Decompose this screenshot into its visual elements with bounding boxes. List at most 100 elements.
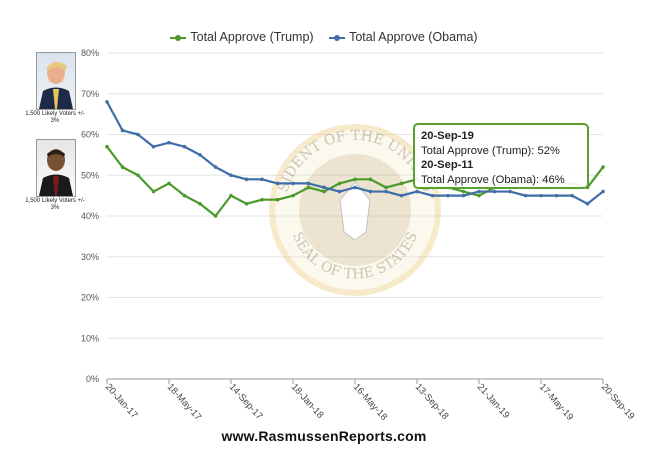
x-tick-label: 20-Jan-17	[103, 382, 140, 421]
legend-swatch-obama	[329, 34, 346, 41]
tooltip: 20-Sep-19 Total Approve (Trump): 52% 20-…	[413, 123, 589, 189]
data-point-trump	[291, 193, 295, 198]
x-axis: 20-Jan-17 18-May-17 14-Sep-17 18-Jan-18 16-M…	[103, 379, 637, 423]
x-tick-label: 21-Jan-19	[475, 382, 512, 421]
y-tick-label: 50%	[81, 170, 99, 180]
data-point-obama	[337, 189, 342, 194]
data-point-trump	[136, 173, 140, 178]
data-point-trump	[151, 189, 156, 194]
x-tick-label: 18-May-17	[165, 382, 204, 423]
legend-label-trump: Total Approve (Trump)	[190, 30, 314, 44]
data-point-obama	[213, 165, 218, 169]
obama-portrait-icon	[39, 149, 73, 196]
obama-photo	[36, 139, 76, 197]
data-point-trump	[105, 144, 109, 149]
x-tick-label: 14-Sep-17	[227, 382, 265, 422]
data-point-obama	[554, 193, 559, 198]
data-point-trump	[353, 177, 357, 182]
y-tick-label: 80%	[81, 48, 99, 58]
y-tick-label: 20%	[81, 293, 99, 303]
data-point-obama	[508, 189, 512, 194]
legend-item-obama[interactable]: Total Approve (Obama)	[329, 30, 478, 44]
data-point-obama	[399, 193, 404, 198]
data-point-trump	[477, 193, 481, 198]
data-point-obama	[368, 189, 373, 194]
data-point-obama	[585, 201, 590, 206]
y-axis: 0% 10% 20% 30% 40% 50% 60% 70% 80%	[81, 48, 99, 384]
footer-website[interactable]: www.RasmussenReports.com	[221, 428, 427, 444]
data-point-obama	[229, 173, 233, 178]
data-point-obama	[461, 193, 466, 198]
y-tick-label: 30%	[81, 252, 99, 262]
data-point-trump	[275, 197, 280, 202]
x-tick-label: 16-May-18	[351, 382, 390, 423]
data-point-obama	[477, 189, 481, 194]
x-tick-label: 20-Sep-19	[599, 382, 637, 422]
trump-portrait-icon	[39, 61, 73, 109]
data-point-trump	[601, 165, 605, 169]
x-tick-label: 17-May-19	[537, 382, 576, 423]
presidential-seal-watermark: SIDENT OF THE UNITED SEAL OF THE STATES	[269, 124, 441, 296]
data-point-obama	[353, 185, 357, 190]
y-tick-label: 0%	[86, 374, 99, 384]
data-point-trump	[368, 177, 373, 182]
trump-photo	[36, 52, 76, 110]
data-point-trump	[182, 193, 187, 198]
data-point-obama	[120, 128, 125, 133]
data-point-trump	[260, 197, 264, 202]
data-point-obama	[275, 181, 280, 186]
data-point-trump	[306, 185, 311, 190]
data-point-trump	[244, 201, 249, 206]
seal-shield	[339, 181, 371, 241]
data-point-trump	[399, 181, 404, 186]
data-point-trump	[229, 193, 233, 198]
legend: Total Approve (Trump) Total Approve (Oba…	[0, 30, 648, 44]
data-point-obama	[105, 100, 109, 104]
data-point-obama	[492, 189, 497, 194]
legend-item-trump[interactable]: Total Approve (Trump)	[170, 30, 314, 44]
y-tick-label: 10%	[81, 333, 99, 343]
data-point-obama	[167, 140, 171, 145]
data-point-trump	[337, 181, 342, 186]
tooltip-value-trump: Total Approve (Trump): 52%	[421, 144, 560, 157]
seal-inner-field	[275, 130, 435, 290]
y-tick-label: 60%	[81, 130, 99, 140]
trump-caption: 1,500 Likely Voters +/- 3%	[25, 111, 85, 124]
data-point-obama	[244, 177, 249, 182]
seal-center	[299, 154, 411, 266]
data-point-trump	[120, 165, 125, 169]
tooltip-date-obama: 20-Sep-11	[421, 159, 474, 171]
data-point-obama	[291, 181, 295, 186]
tooltip-date-trump: 20-Sep-19	[421, 130, 474, 142]
data-point-obama	[260, 177, 264, 182]
data-point-trump	[322, 189, 326, 194]
data-point-obama	[384, 189, 388, 194]
data-point-obama	[182, 144, 187, 149]
data-point-obama	[136, 132, 140, 137]
data-point-obama	[523, 193, 528, 198]
data-point-trump	[198, 201, 202, 206]
obama-caption: 1,500 Likely Voters +/- 3%	[25, 198, 85, 211]
data-point-obama	[446, 193, 450, 198]
data-point-obama	[198, 153, 202, 157]
seal-outer-ring	[269, 124, 441, 296]
data-point-obama	[306, 181, 311, 186]
y-tick-label: 70%	[81, 89, 99, 99]
legend-label-obama: Total Approve (Obama)	[349, 30, 478, 44]
data-point-trump	[461, 189, 466, 194]
data-point-trump	[167, 181, 171, 186]
x-tick-label: 13-Sep-18	[413, 382, 451, 422]
data-point-trump	[213, 214, 218, 218]
legend-swatch-trump	[170, 34, 187, 41]
data-point-obama	[539, 193, 543, 198]
data-point-obama	[570, 193, 574, 198]
data-point-trump	[384, 185, 388, 190]
data-point-obama	[430, 193, 435, 198]
x-tick-label: 18-Jan-18	[289, 382, 326, 421]
data-point-obama	[322, 185, 326, 190]
data-point-obama	[601, 189, 605, 194]
data-point-obama	[415, 189, 419, 194]
tooltip-value-obama: Total Approve (Obama): 46%	[421, 173, 565, 186]
